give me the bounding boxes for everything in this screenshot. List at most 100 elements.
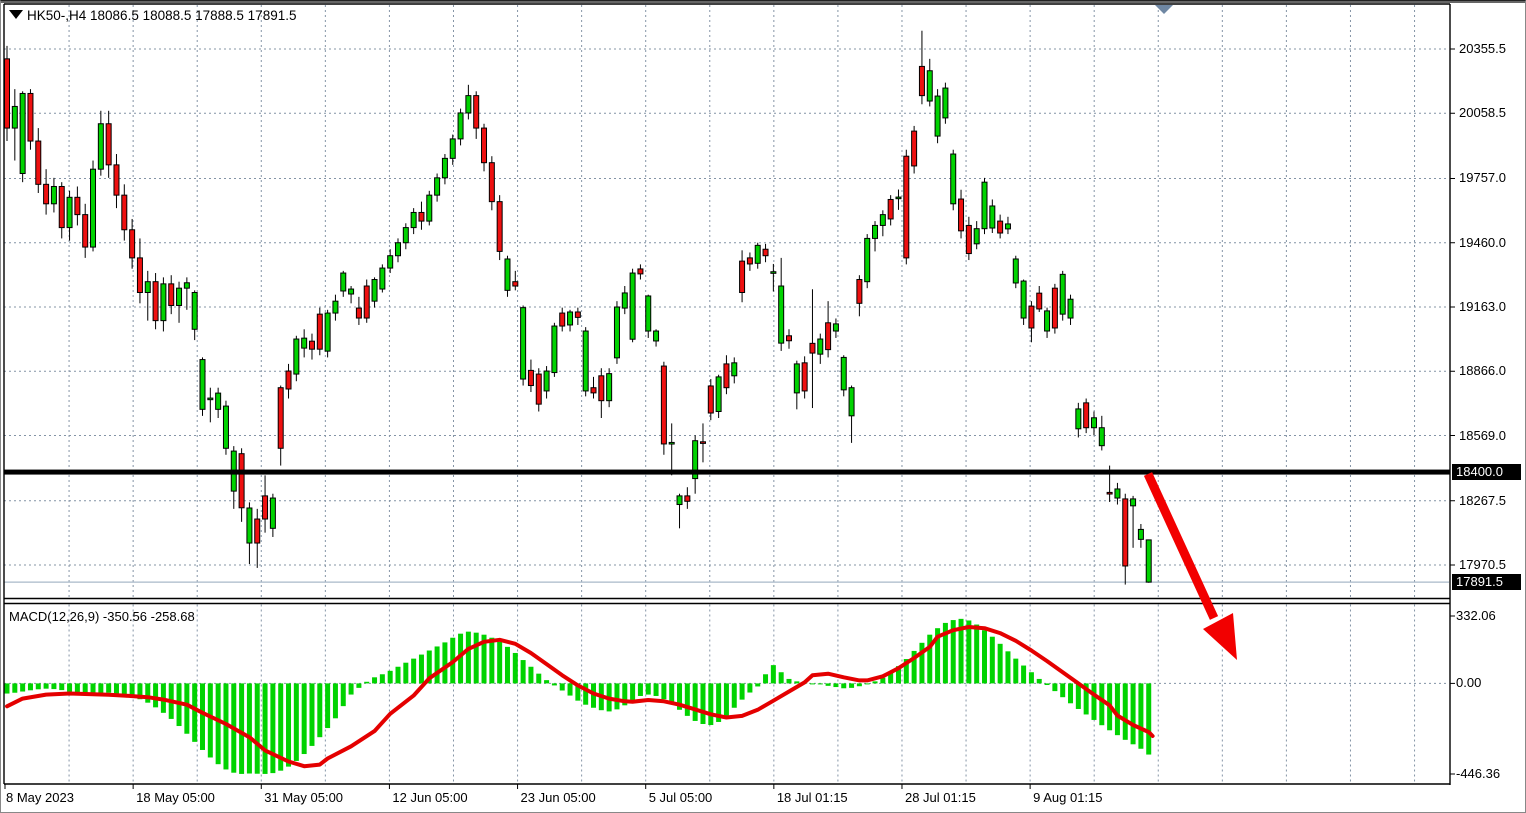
macd-histogram-bar bbox=[442, 642, 448, 684]
candlestick bbox=[754, 244, 761, 264]
candlestick bbox=[520, 307, 527, 380]
candlestick bbox=[465, 95, 472, 114]
macd-tick-label: -446.36 bbox=[1456, 765, 1501, 781]
candlestick bbox=[332, 300, 339, 314]
candlestick bbox=[613, 306, 620, 359]
candlestick bbox=[113, 164, 120, 196]
candlestick bbox=[817, 338, 824, 355]
symbol-dropdown-icon[interactable] bbox=[9, 10, 23, 19]
macd-histogram-bar bbox=[372, 677, 378, 684]
candlestick bbox=[160, 283, 167, 322]
candlestick bbox=[387, 255, 394, 269]
candlestick bbox=[543, 370, 550, 392]
candlestick bbox=[402, 227, 409, 244]
candlestick bbox=[66, 196, 73, 229]
candlestick bbox=[144, 281, 151, 294]
macd-histogram-bar bbox=[739, 683, 745, 700]
candlestick bbox=[262, 495, 269, 520]
macd-histogram-bar bbox=[989, 636, 995, 684]
macd-histogram-bar bbox=[684, 683, 690, 716]
macd-histogram-bar bbox=[575, 683, 581, 701]
candlestick bbox=[176, 287, 183, 306]
macd-histogram-bar bbox=[395, 666, 401, 684]
macd-histogram-bar bbox=[497, 641, 503, 684]
candlestick bbox=[1145, 539, 1152, 583]
candlestick bbox=[715, 376, 722, 412]
macd-histogram-bar bbox=[997, 643, 1003, 684]
candlestick bbox=[316, 313, 323, 350]
chart-title: HK50-,H4 18086.5 18088.5 17888.5 17891.5 bbox=[27, 8, 297, 23]
candlestick bbox=[903, 155, 910, 259]
macd-histogram-bar bbox=[825, 683, 831, 686]
candlestick bbox=[199, 359, 206, 410]
candlestick bbox=[911, 130, 918, 167]
candlestick bbox=[82, 214, 89, 248]
macd-histogram-bar bbox=[262, 683, 268, 774]
macd-histogram-bar bbox=[27, 683, 33, 691]
hline-price-badge: 18400.0 bbox=[1452, 464, 1521, 481]
candlestick bbox=[739, 260, 746, 294]
candlestick bbox=[770, 271, 777, 274]
candlestick bbox=[832, 323, 839, 332]
candlestick bbox=[1036, 292, 1043, 310]
time-tick-label: 23 Jun 05:00 bbox=[520, 790, 596, 805]
candlestick bbox=[168, 283, 175, 306]
macd-tick-label: 0.00 bbox=[1456, 675, 1482, 691]
candlestick bbox=[1028, 305, 1035, 329]
macd-histogram-bar bbox=[74, 683, 80, 694]
macd-histogram-bar bbox=[387, 670, 393, 684]
macd-histogram-bar bbox=[786, 678, 792, 684]
macd-histogram-bar bbox=[67, 683, 73, 692]
candlestick bbox=[136, 257, 143, 294]
macd-histogram-bar bbox=[35, 683, 41, 690]
macd-histogram-bar bbox=[317, 683, 323, 738]
candlestick bbox=[660, 365, 667, 445]
price-tick-label: 18267.5 bbox=[1459, 492, 1506, 508]
price-tick-label: 17970.5 bbox=[1459, 557, 1506, 572]
candlestick bbox=[762, 248, 769, 257]
macd-histogram-bar bbox=[856, 683, 862, 687]
candlestick bbox=[1083, 402, 1090, 429]
macd-histogram-bar bbox=[927, 634, 933, 684]
candlestick bbox=[191, 292, 198, 330]
candlestick bbox=[653, 330, 660, 342]
candlestick bbox=[50, 185, 57, 205]
macd-histogram-bar bbox=[309, 683, 315, 746]
candlestick bbox=[582, 330, 589, 392]
candlestick bbox=[973, 228, 980, 245]
trend-arrow-object[interactable] bbox=[1143, 472, 1237, 660]
candlestick bbox=[981, 181, 988, 230]
candlestick bbox=[58, 185, 65, 229]
macd-histogram-bar bbox=[192, 683, 198, 742]
macd-histogram-bar bbox=[559, 683, 565, 691]
candlestick bbox=[918, 65, 925, 97]
macd-histogram-bar bbox=[1068, 683, 1074, 704]
macd-histogram-bar bbox=[12, 683, 18, 693]
macd-histogram-bar bbox=[567, 683, 573, 696]
candlestick bbox=[105, 123, 112, 166]
candlestick bbox=[598, 375, 605, 402]
macd-histogram-bar bbox=[1146, 683, 1152, 755]
macd-histogram-bar bbox=[747, 683, 753, 693]
candlestick bbox=[606, 373, 613, 402]
macd-histogram-bar bbox=[1036, 678, 1042, 684]
price-tick-label: 19163.0 bbox=[1459, 299, 1506, 314]
candlestick bbox=[879, 214, 886, 226]
macd-histogram-bar bbox=[966, 620, 972, 684]
macd-histogram-bar bbox=[1122, 683, 1128, 740]
macd-histogram-bar bbox=[207, 683, 213, 758]
macd-histogram-bar bbox=[731, 683, 737, 708]
macd-histogram-bar bbox=[473, 632, 479, 684]
candlestick bbox=[692, 440, 699, 480]
macd-histogram-bar bbox=[903, 659, 909, 684]
macd-histogram-bar bbox=[622, 683, 628, 706]
candlestick bbox=[340, 272, 347, 292]
candlestick bbox=[574, 311, 581, 318]
time-tick-label: 8 May 2023 bbox=[6, 790, 74, 805]
candlestick bbox=[449, 138, 456, 159]
macd-histogram-bar bbox=[536, 673, 542, 684]
horizontal-line-object[interactable] bbox=[4, 469, 1450, 475]
chart-shift-marker-icon[interactable] bbox=[1155, 5, 1173, 14]
candlestick bbox=[426, 194, 433, 222]
